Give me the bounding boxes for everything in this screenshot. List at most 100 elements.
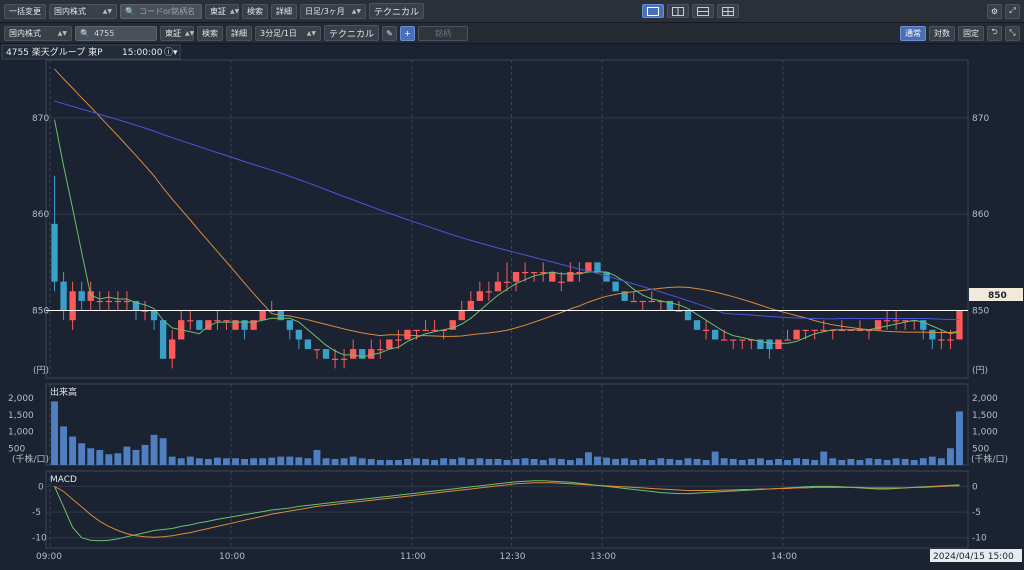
volume-bar [765,459,773,465]
technical-button[interactable]: テクニカル [369,3,425,19]
layout-switcher [642,4,739,18]
candle-body [648,300,655,303]
volume-bar [78,443,86,465]
volume-bar [467,458,475,465]
candle-body [476,291,484,301]
crosshair-icon[interactable]: + [400,25,416,41]
price-unit-right: (円) [972,365,988,376]
candle-body [404,329,411,340]
volume-bar [476,458,484,465]
chart-period-value: 3分足/1日 [260,28,297,38]
chevron-updown-icon: ▲▼ [57,29,67,37]
chart-area[interactable]: 09:00 10:00 11:00 12:30 13:00 14:00 850 850 860 8… [0,44,1024,570]
chart-toolbar: 国内株式 ▲▼ 🔍 4755 東証 ▲▼ 検索 詳細 3分足/1日 ▲▼ テクニカル ✎… [0,23,1024,44]
single-layout-icon[interactable] [642,4,664,18]
candle-body [711,329,719,340]
scale-fixed-button[interactable]: 固定 [958,25,984,41]
candle-body [440,329,447,332]
candle-body [105,300,112,303]
volume-tick-label-left: 2,000 [8,394,34,404]
volume-bar [123,446,131,465]
chart-period-select[interactable]: 3分足/1日 ▲▼ [255,25,321,41]
candle-body [739,339,746,341]
chart-technical-button[interactable]: テクニカル [324,25,380,41]
scale-log-button[interactable]: 対数 [929,25,955,41]
volume-bar [449,458,457,465]
macd-line [54,480,960,542]
time-tick-label: 14:00 [771,552,797,562]
candle-body [793,329,800,340]
candle-body [196,320,203,330]
volume-tick-label-left: 1,000 [8,428,34,438]
shrink-icon[interactable]: ⤡ [1005,25,1020,41]
detail-button[interactable]: 詳細 [271,3,297,19]
candle-body [838,329,845,332]
price-tick-label-left: 860 [32,210,49,220]
volume-bar [901,458,909,465]
candle-body [585,262,592,272]
volume-tick-label-right: 500 [972,444,989,454]
volume-bar [422,458,429,465]
undo-icon[interactable]: ⮌ [987,25,1002,41]
time-tick-label: 10:00 [219,552,245,562]
two-column-layout-icon[interactable] [667,4,689,18]
chart-exchange-select[interactable]: 東証 ▲▼ [160,25,194,41]
candle-body [340,358,348,360]
volume-bar [313,449,321,465]
chevron-updown-icon: ▲▼ [306,29,316,37]
search-button[interactable]: 検索 [242,3,268,19]
candle-body [268,310,275,312]
volume-bar [304,458,312,465]
candle-body [811,329,818,332]
pencil-icon[interactable]: ✎ [382,25,398,41]
candle-body [132,300,140,311]
market-select[interactable]: 国内株式 ▲▼ [49,3,117,19]
candle-body [223,320,230,322]
gear-icon[interactable]: ⚙ [987,3,1002,19]
candle-body [630,300,637,303]
expand-icon[interactable]: ⤢ [1005,3,1020,19]
bulk-change-button[interactable]: 一括変更 [4,3,46,19]
candle-body [69,291,76,321]
volume-bar [105,454,113,465]
candle-body [621,291,628,301]
volume-bar [295,457,303,465]
volume-title: 出来高 [50,386,77,398]
four-grid-layout-icon[interactable] [717,4,739,18]
candle-body [485,291,493,293]
volume-bar [784,459,791,465]
volume-bar [60,426,68,465]
volume-bar [96,449,104,465]
volume-bar [168,456,176,465]
period-select[interactable]: 日足/3ヶ月 ▲▼ [300,3,366,19]
chart-market-select[interactable]: 国内株式 ▲▼ [4,25,72,41]
volume-tick-label-left: 500 [8,444,25,454]
macd-panel-frame [45,470,969,549]
volume-bar [594,456,601,465]
candle-body [567,272,574,282]
candle-body [159,320,167,359]
volume-bar [521,458,529,465]
compare-symbol-button[interactable]: 銘柄 [418,25,469,41]
info-icon[interactable]: ⓘ▾ [164,47,178,58]
candle-body [304,339,312,350]
chart-detail-button[interactable]: 詳細 [226,25,252,41]
volume-bar [666,458,674,465]
volume-bar [756,458,764,465]
chart-search-button[interactable]: 検索 [197,25,223,41]
candle-body [187,320,194,322]
current-price-value: 850 [988,291,1007,301]
search-icon: 🔍 [80,28,90,38]
volume-bar [268,457,276,465]
chart-code-input[interactable]: 🔍 4755 [75,25,157,41]
scale-normal-button[interactable]: 通常 [900,25,926,41]
candle-body [214,320,221,322]
candle-body [802,329,809,332]
exchange-select[interactable]: 東証 ▲▼ [205,3,239,19]
symbol-search-input[interactable]: 🔍 コードor銘柄名 [120,3,202,19]
candle-body [576,272,583,274]
two-row-layout-icon[interactable] [692,4,714,18]
volume-bar [431,459,439,465]
volume-bar [829,458,837,465]
volume-unit-right: (千株/口) [971,453,1008,465]
